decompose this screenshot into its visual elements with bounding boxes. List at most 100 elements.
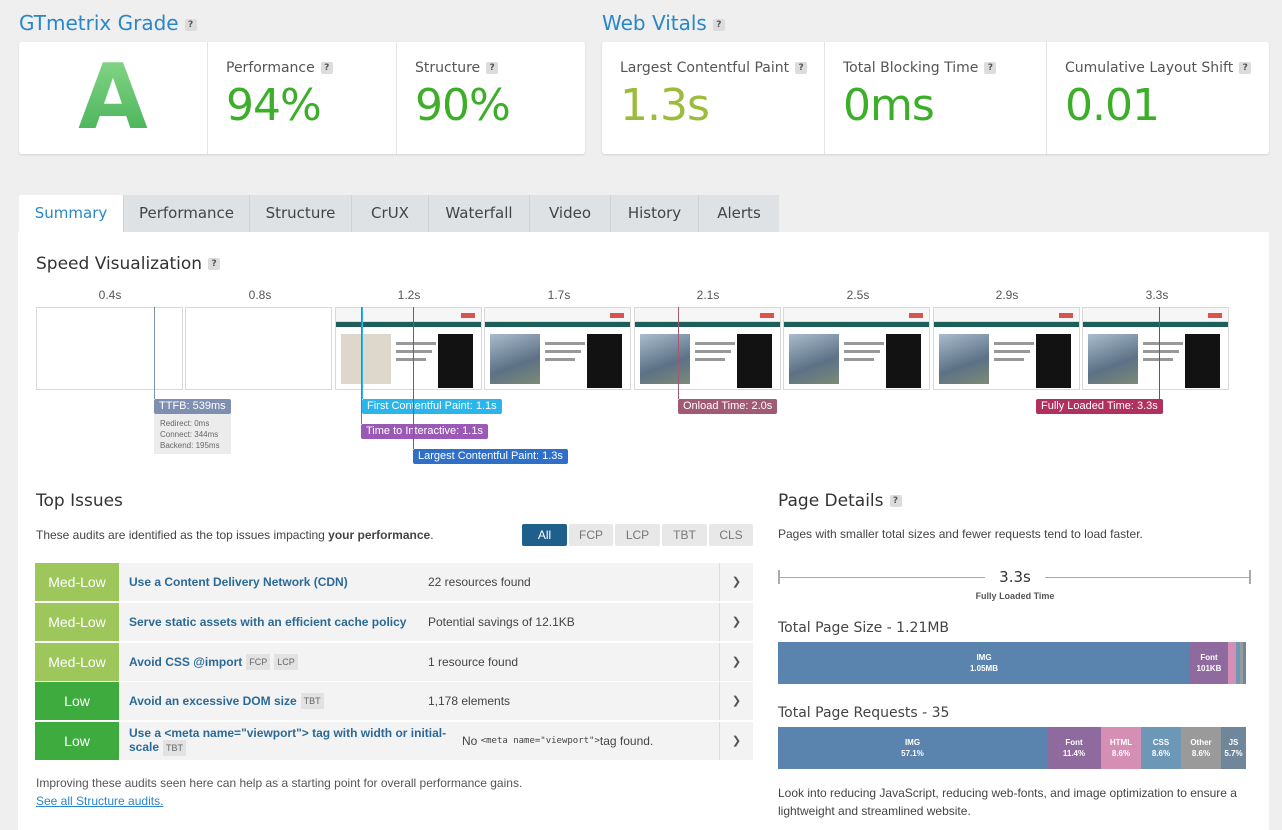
issue-title[interactable]: Avoid CSS @import FCP LCP xyxy=(129,643,449,681)
metric-tag: TBT xyxy=(300,693,324,709)
size-font-segment: Font 101KB xyxy=(1190,642,1228,684)
filter-tbt[interactable]: TBT xyxy=(662,524,707,546)
issue-title-text[interactable]: Serve static assets with an efficient ca… xyxy=(129,615,407,629)
metric-tag: TBT xyxy=(163,740,187,756)
issue-info-text: No xyxy=(462,734,478,748)
issue-info-code: <meta name="viewport"> xyxy=(480,736,600,746)
tab-summary[interactable]: Summary xyxy=(19,195,124,232)
structure-label: Structure? xyxy=(415,60,585,76)
size-other-segment xyxy=(1240,642,1243,684)
severity-badge: Med-Low xyxy=(35,563,119,601)
lcp-label: Largest Contentful Paint? xyxy=(620,60,824,76)
performance-label: Performance? xyxy=(226,60,396,76)
page-size-title: Total Page Size - 1.21MB xyxy=(778,620,950,636)
tab-history[interactable]: History xyxy=(611,195,699,232)
filmstrip-frame[interactable] xyxy=(484,307,631,390)
issue-info-end: tag found. xyxy=(599,734,654,748)
tti-line xyxy=(361,307,362,424)
issue-title[interactable]: Use a Content Delivery Network (CDN) xyxy=(129,563,449,601)
tab-crux[interactable]: CrUX xyxy=(352,195,429,232)
ttfb-connect: Connect: 344ms xyxy=(160,430,219,439)
ttfb-breakdown: Redirect: 0ms Connect: 344ms Backend: 19… xyxy=(154,414,231,454)
cls-label-text: Cumulative Layout Shift xyxy=(1065,60,1234,76)
timeline-tick: 2.9s xyxy=(995,288,1019,302)
issue-title-text[interactable]: Use a <meta name="viewport"> tag with wi… xyxy=(129,726,447,754)
web-vitals-title: Web Vitals? xyxy=(602,11,725,35)
fcp-line xyxy=(362,307,363,399)
issue-title[interactable]: Serve static assets with an efficient ca… xyxy=(129,603,449,641)
filter-fcp[interactable]: FCP xyxy=(569,524,613,546)
help-icon[interactable]: ? xyxy=(984,62,997,74)
filmstrip-frame[interactable] xyxy=(634,307,781,390)
top-issues-intro: These audits are identified as the top i… xyxy=(36,528,434,542)
filter-cls[interactable]: CLS xyxy=(709,524,753,546)
issue-title[interactable]: Avoid an excessive DOM size TBT xyxy=(129,682,449,720)
issue-title[interactable]: Use a <meta name="viewport"> tag with wi… xyxy=(129,722,449,760)
chevron-down-icon[interactable]: ❯ xyxy=(719,563,753,601)
req-css-label: CSS xyxy=(1152,738,1170,747)
req-js-value: 5.7% xyxy=(1224,749,1243,758)
help-icon[interactable]: ? xyxy=(1239,62,1252,74)
req-font-value: 11.4% xyxy=(1062,749,1086,758)
structure-metric: Structure? 90% xyxy=(396,42,585,154)
lcp-line xyxy=(413,307,414,449)
tab-structure[interactable]: Structure xyxy=(250,195,352,232)
req-other-segment: Other 8.6% xyxy=(1181,727,1221,769)
filter-lcp[interactable]: LCP xyxy=(615,524,660,546)
web-vitals-card: Largest Contentful Paint? 1.3s Total Blo… xyxy=(602,42,1269,154)
help-icon[interactable]: ? xyxy=(486,62,499,74)
lcp-metric: Largest Contentful Paint? 1.3s xyxy=(602,42,824,154)
issue-title-wrap[interactable]: Use a <meta name="viewport"> tag with wi… xyxy=(129,726,449,756)
tab-waterfall[interactable]: Waterfall xyxy=(429,195,530,232)
filmstrip-frame[interactable] xyxy=(335,307,482,390)
help-icon[interactable]: ? xyxy=(208,258,221,270)
page-details-title: Page Details? xyxy=(778,491,902,511)
filmstrip-frame[interactable] xyxy=(933,307,1080,390)
chevron-down-icon[interactable]: ❯ xyxy=(719,643,753,681)
issue-title-text[interactable]: Use a Content Delivery Network (CDN) xyxy=(129,575,348,589)
req-html-label: HTML xyxy=(1109,738,1133,747)
chevron-down-icon[interactable]: ❯ xyxy=(719,603,753,641)
performance-value: 94% xyxy=(226,80,322,131)
issue-title-text[interactable]: Avoid CSS @import xyxy=(129,655,243,669)
top-issues-title: Top Issues xyxy=(36,491,123,511)
issue-row[interactable]: Med-Low Use a Content Delivery Network (… xyxy=(35,563,753,601)
help-icon[interactable]: ? xyxy=(184,18,197,31)
help-icon[interactable]: ? xyxy=(712,18,725,31)
filter-all[interactable]: All xyxy=(522,524,567,546)
intro-bold: your performance xyxy=(328,528,431,542)
req-css-value: 8.6% xyxy=(1151,749,1171,758)
chevron-down-icon[interactable]: ❯ xyxy=(719,682,753,720)
timeline-tick: 3.3s xyxy=(1145,288,1169,302)
structure-value: 90% xyxy=(415,80,511,131)
size-font-label: Font xyxy=(1200,653,1218,662)
ttfb-line xyxy=(154,307,155,399)
issue-row[interactable]: Med-Low Serve static assets with an effi… xyxy=(35,603,753,641)
fcp-marker: First Contentful Paint: 1.1s xyxy=(362,399,502,414)
grade-letter: A xyxy=(19,42,207,154)
scale-cap-left xyxy=(778,570,780,584)
tbt-metric: Total Blocking Time? 0ms xyxy=(824,42,1046,154)
tab-alerts[interactable]: Alerts xyxy=(699,195,779,232)
filmstrip-frame[interactable] xyxy=(36,307,183,390)
filmstrip-frame[interactable] xyxy=(1082,307,1229,390)
size-font-value: 101KB xyxy=(1196,664,1222,673)
issue-row[interactable]: Low Avoid an excessive DOM size TBT 1,178… xyxy=(35,682,753,720)
chevron-down-icon[interactable]: ❯ xyxy=(719,722,753,760)
filmstrip-frame[interactable] xyxy=(783,307,930,390)
help-icon[interactable]: ? xyxy=(795,62,808,74)
tbt-label-text: Total Blocking Time xyxy=(843,60,979,76)
tab-video[interactable]: Video xyxy=(530,195,611,232)
cls-value: 0.01 xyxy=(1065,80,1160,131)
tab-performance[interactable]: Performance xyxy=(124,195,250,232)
issue-row[interactable]: Low Use a <meta name="viewport"> tag wit… xyxy=(35,722,753,760)
structure-audits-link[interactable]: See all Structure audits. xyxy=(36,794,164,808)
issue-row[interactable]: Med-Low Avoid CSS @import FCP LCP 1 resour… xyxy=(35,643,753,681)
onload-marker: Onload Time: 2.0s xyxy=(678,399,778,414)
help-icon[interactable]: ? xyxy=(889,495,902,507)
help-icon[interactable]: ? xyxy=(320,62,333,74)
severity-badge: Med-Low xyxy=(35,643,119,681)
issue-title-text[interactable]: Avoid an excessive DOM size xyxy=(129,694,297,708)
filmstrip-frame[interactable] xyxy=(185,307,332,390)
tbt-value: 0ms xyxy=(843,80,935,131)
